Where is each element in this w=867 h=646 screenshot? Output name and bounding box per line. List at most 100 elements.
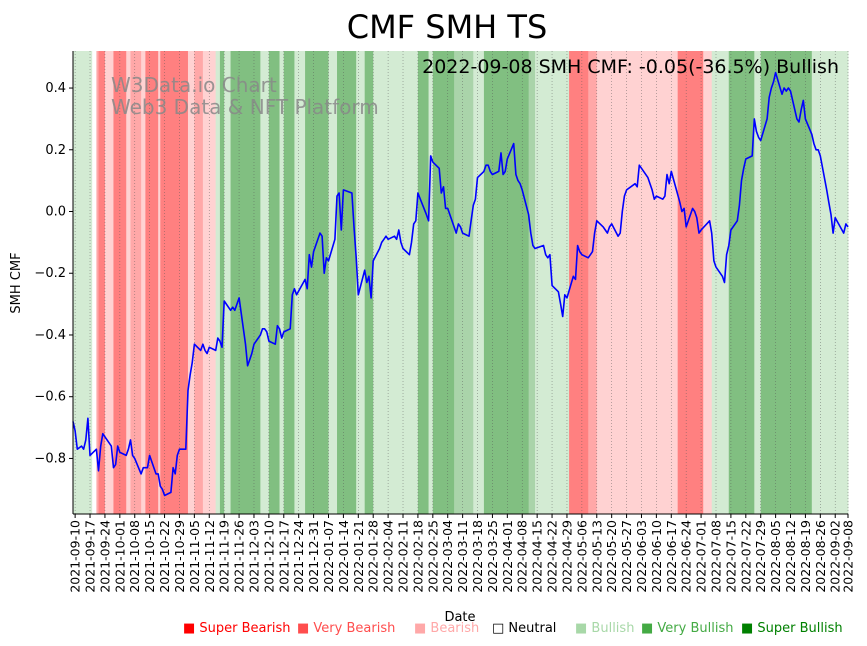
sentiment-band: [454, 51, 474, 514]
x-tick-label: 2022-07-29: [753, 520, 768, 593]
legend-item: ■ Bearish: [414, 621, 479, 636]
legend: ■ Super Bearish ■ Very Bearish ■ Bearish □ …: [0, 621, 867, 639]
sentiment-band: [760, 51, 813, 514]
x-tick-label: 2022-06-24: [679, 520, 694, 593]
x-tick-label: 2022-05-20: [604, 520, 619, 593]
x-axis-ticks: 2021-09-10 2021-09-17 2021-09-24 2021-10-01…: [68, 514, 856, 593]
sentiment-band: [677, 51, 704, 514]
x-tick-label: 2022-06-17: [664, 520, 679, 593]
x-tick-label: 2021-11-19: [217, 520, 232, 593]
sentiment-band: [98, 51, 106, 514]
sentiment-band: [703, 51, 713, 514]
x-tick-label: 2022-06-10: [649, 520, 664, 593]
x-tick-label: 2022-05-13: [589, 520, 604, 593]
legend-marker: ■: [575, 621, 592, 636]
legend-item: ■ Bullish: [575, 621, 634, 636]
legend-item: ■ Very Bearish: [297, 621, 395, 636]
sentiment-band: [417, 51, 429, 514]
sentiment-band: [279, 51, 285, 514]
sentiment-band: [230, 51, 261, 514]
sentiment-band: [268, 51, 280, 514]
x-tick-label: 2022-02-04: [381, 520, 396, 593]
sentiment-band: [328, 51, 338, 514]
legend-marker: ■: [297, 621, 314, 636]
x-tick-label: 2021-12-10: [261, 520, 276, 593]
legend-item: ■ Super Bullish: [741, 621, 843, 636]
sentiment-band: [260, 51, 270, 514]
x-tick-label: 2022-03-25: [485, 520, 500, 593]
y-tick-label: 0.0: [45, 205, 66, 220]
sentiment-band: [187, 51, 195, 514]
legend-item: □ Neutral: [492, 621, 556, 636]
x-tick-label: 2022-08-26: [813, 520, 828, 593]
sentiment-bands: [73, 51, 849, 514]
y-axis-label: SMH CMF: [9, 252, 24, 313]
sentiment-band: [811, 51, 849, 514]
sentiment-band: [569, 51, 589, 514]
x-tick-label: 2021-11-12: [202, 520, 217, 593]
x-tick-label: 2021-10-15: [142, 520, 157, 593]
sentiment-band: [711, 51, 730, 514]
x-tick-label: 2022-07-08: [709, 520, 724, 593]
legend-marker: □: [492, 621, 509, 636]
legend-label: Neutral: [508, 621, 557, 636]
sentiment-band: [219, 51, 225, 514]
x-tick-label: 2022-02-18: [410, 520, 425, 593]
sentiment-band: [528, 51, 536, 514]
x-tick-label: 2021-11-05: [187, 520, 202, 593]
legend-label: Very Bullish: [657, 621, 734, 636]
sentiment-band: [194, 51, 204, 514]
x-tick-label: 2022-01-28: [366, 520, 381, 593]
sentiment-band: [73, 51, 93, 514]
x-tick-label: 2021-10-22: [157, 520, 172, 593]
x-tick-label: 2022-07-01: [694, 520, 709, 593]
y-tick-label: −0.6: [34, 390, 66, 405]
x-tick-label: 2022-01-21: [351, 520, 366, 593]
sentiment-band: [160, 51, 172, 514]
sentiment-band: [126, 51, 131, 514]
x-tick-label: 2022-07-15: [723, 520, 738, 593]
y-tick-label: −0.4: [34, 328, 66, 343]
x-tick-label: 2021-10-08: [127, 520, 142, 593]
sentiment-band: [305, 51, 329, 514]
x-tick-label: 2021-09-10: [68, 520, 83, 593]
legend-label: Bearish: [430, 621, 480, 636]
x-tick-label: 2022-05-06: [574, 520, 589, 593]
y-tick-label: −0.2: [34, 266, 66, 281]
sentiment-band: [337, 51, 357, 514]
sentiment-band: [96, 51, 99, 514]
x-tick-label: 2022-04-22: [545, 520, 560, 593]
sentiment-band: [130, 51, 142, 514]
x-axis-label: Date: [444, 610, 475, 625]
legend-item: ■ Super Bearish: [183, 621, 291, 636]
x-tick-label: 2021-10-01: [112, 520, 127, 593]
x-tick-label: 2022-01-14: [336, 520, 351, 593]
watermark-line-2: Web3 Data & NFT Platform: [111, 95, 379, 119]
watermark-line-1: W3Data.io Chart: [111, 73, 277, 97]
x-tick-label: 2022-02-25: [425, 520, 440, 593]
x-tick-label: 2021-09-17: [83, 520, 98, 593]
sentiment-band: [283, 51, 295, 514]
x-tick-label: 2021-12-31: [306, 520, 321, 593]
legend-marker: ■: [183, 621, 200, 636]
y-axis-ticks: 0.4 0.2 0.0 −0.2 −0.4 −0.6 −0.8: [34, 81, 73, 466]
x-tick-label: 2022-03-04: [440, 520, 455, 593]
sentiment-band: [92, 51, 97, 514]
x-tick-label: 2022-05-27: [619, 520, 634, 593]
legend-label: Very Bearish: [313, 621, 396, 636]
x-tick-label: 2022-09-08: [841, 520, 856, 593]
sentiment-band: [104, 51, 114, 514]
sentiment-band: [596, 51, 679, 514]
cmf-series-line: [72, 71, 849, 497]
x-tick-label: 2022-07-22: [738, 520, 753, 593]
x-tick-label: 2022-04-15: [530, 520, 545, 593]
y-tick-label: 0.4: [45, 81, 66, 96]
sentiment-band: [483, 51, 530, 514]
x-tick-label: 2022-09-02: [828, 520, 843, 593]
x-tick-label: 2022-04-08: [515, 520, 530, 593]
x-tick-label: 2022-04-01: [500, 520, 515, 593]
y-tick-label: −0.8: [34, 451, 66, 466]
legend-marker: ■: [741, 621, 758, 636]
x-tick-label: 2022-08-12: [783, 520, 798, 593]
sentiment-band: [728, 51, 755, 514]
